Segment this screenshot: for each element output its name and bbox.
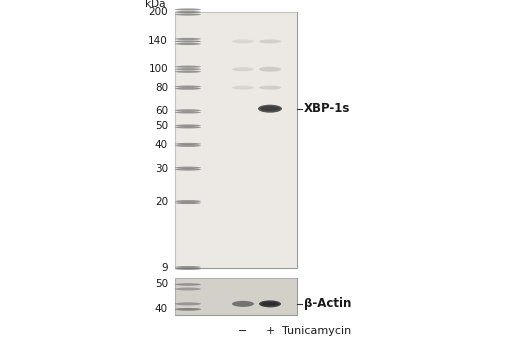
Text: 50: 50 [155,280,168,289]
Ellipse shape [175,13,201,16]
Text: +: + [265,326,275,336]
Ellipse shape [175,308,201,310]
Ellipse shape [259,300,281,307]
Ellipse shape [175,71,201,73]
Ellipse shape [232,301,254,307]
Ellipse shape [175,43,201,45]
Text: 20: 20 [155,197,168,207]
Ellipse shape [259,67,281,72]
Ellipse shape [175,109,201,112]
Ellipse shape [175,287,201,290]
Text: 80: 80 [155,83,168,93]
Bar [175,12,297,268]
Ellipse shape [259,40,281,43]
Ellipse shape [175,283,201,286]
Text: 140: 140 [148,36,168,47]
Ellipse shape [260,106,280,111]
Text: 30: 30 [155,163,168,174]
Ellipse shape [232,67,254,71]
Text: 40: 40 [155,304,168,314]
Bar [175,278,297,315]
Ellipse shape [232,86,254,90]
Ellipse shape [175,85,201,88]
Ellipse shape [175,125,201,127]
Text: 60: 60 [155,106,168,117]
Ellipse shape [175,200,201,202]
Ellipse shape [175,145,201,147]
Ellipse shape [175,302,201,305]
Text: kDa: kDa [146,0,166,9]
Text: 9: 9 [161,263,168,273]
Text: XBP-1s: XBP-1s [304,102,350,115]
Text: 50: 50 [155,121,168,132]
Text: −: − [238,326,248,336]
Ellipse shape [175,65,201,68]
Ellipse shape [175,308,201,310]
Text: Tunicamycin: Tunicamycin [282,326,351,336]
Bar [175,278,297,315]
Ellipse shape [175,38,201,40]
Ellipse shape [175,168,201,170]
Ellipse shape [175,11,201,13]
Ellipse shape [175,8,201,10]
Text: 200: 200 [148,7,168,17]
Bar [175,12,297,268]
Ellipse shape [175,88,201,90]
Ellipse shape [175,167,201,169]
Ellipse shape [175,40,201,43]
Ellipse shape [259,86,281,90]
Text: β-Actin: β-Actin [304,298,352,310]
Ellipse shape [175,111,201,113]
Ellipse shape [232,40,254,43]
Ellipse shape [258,105,282,113]
Text: 40: 40 [155,140,168,150]
Text: 100: 100 [148,64,168,74]
Ellipse shape [261,302,279,306]
Ellipse shape [175,143,201,145]
Ellipse shape [175,68,201,70]
Ellipse shape [175,266,201,268]
Ellipse shape [175,126,201,128]
Ellipse shape [175,202,201,204]
Ellipse shape [175,268,201,270]
